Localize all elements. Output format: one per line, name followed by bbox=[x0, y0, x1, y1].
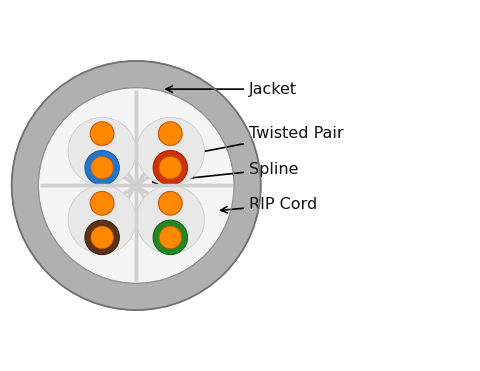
Circle shape bbox=[91, 226, 113, 249]
Circle shape bbox=[159, 157, 181, 179]
Circle shape bbox=[158, 191, 182, 215]
Circle shape bbox=[153, 220, 188, 255]
Circle shape bbox=[159, 226, 181, 249]
Circle shape bbox=[91, 157, 113, 179]
Circle shape bbox=[38, 88, 234, 283]
Circle shape bbox=[90, 122, 114, 145]
Circle shape bbox=[153, 151, 188, 185]
Circle shape bbox=[85, 151, 120, 185]
Circle shape bbox=[136, 117, 204, 186]
Circle shape bbox=[68, 186, 136, 254]
Circle shape bbox=[85, 220, 120, 255]
Text: RIP Cord: RIP Cord bbox=[221, 197, 317, 213]
Circle shape bbox=[136, 186, 204, 254]
Text: Twisted Pair: Twisted Pair bbox=[170, 126, 344, 160]
Circle shape bbox=[12, 61, 261, 310]
Circle shape bbox=[158, 122, 182, 145]
Circle shape bbox=[68, 117, 136, 186]
Text: Jacket: Jacket bbox=[166, 82, 297, 96]
Text: Spline: Spline bbox=[153, 162, 299, 184]
Circle shape bbox=[90, 191, 114, 215]
